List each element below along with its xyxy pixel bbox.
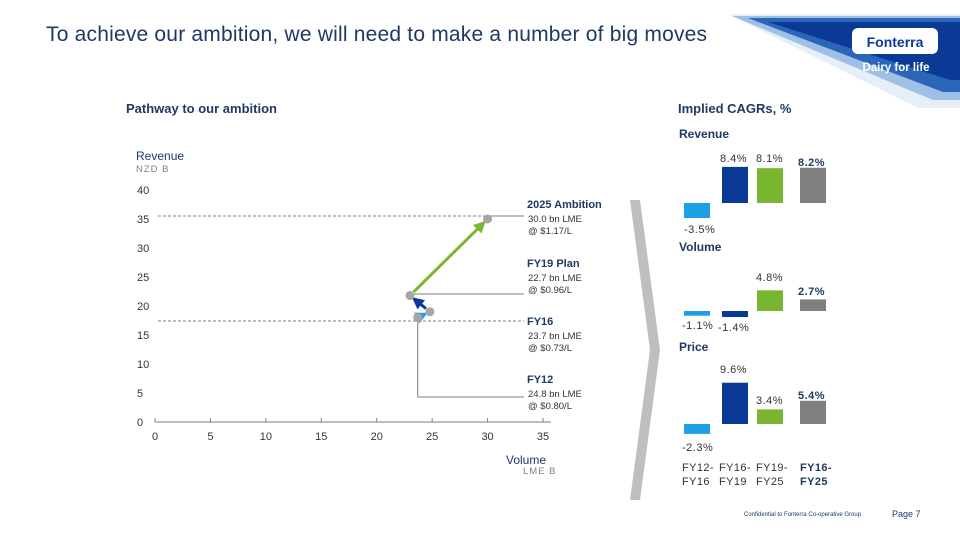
arrow-fy12-to-fy16	[414, 312, 428, 324]
logo-brand-text: Fonterra	[867, 34, 924, 50]
bar-volume-fy19-fy25	[757, 290, 783, 311]
x-tick-label: 35	[537, 431, 549, 443]
category-label-fy16-fy25: FY16-	[800, 462, 832, 474]
confidential-note: Confidential to Fonterra Co-operative Gr…	[744, 512, 862, 518]
bar-value-label-price: 5.4%	[798, 390, 825, 402]
y-tick-label: 15	[137, 330, 149, 342]
x-tick-label: 5	[207, 431, 213, 443]
point-note-fy12: 24.8 bn LME	[528, 389, 582, 400]
x-tick-label: 10	[260, 431, 272, 443]
panel-title-revenue: Revenue	[679, 127, 729, 141]
point-note-fy19-plan: @ $0.96/L	[528, 285, 572, 296]
point-label-fy19-plan: FY19 Plan	[527, 258, 580, 270]
bar-value-label-revenue: 8.2%	[798, 157, 825, 169]
y-tick-label: 30	[137, 243, 149, 255]
point-note-fy16: 23.7 bn LME	[528, 331, 582, 342]
panel-title-price: Price	[679, 340, 709, 354]
y-tick-label: 10	[137, 359, 149, 371]
y-tick-label: 20	[137, 301, 149, 313]
point-label-fy16: FY16	[527, 316, 553, 328]
category-label-fy19-fy25: FY19-	[756, 462, 788, 474]
bar-volume-fy12-fy16	[684, 311, 710, 316]
bar-value-label-price: 9.6%	[720, 364, 747, 376]
data-point-fy12	[413, 313, 423, 323]
y-tick-label: 25	[137, 272, 149, 284]
x-tick-label: 30	[481, 431, 493, 443]
y-axis-unit: NZD B	[136, 164, 170, 175]
guide-line-fy12	[417, 317, 524, 398]
point-label-2025-ambition: 2025 Ambition	[527, 199, 602, 211]
point-note-2025-ambition: 30.0 bn LME	[528, 214, 582, 225]
bar-value-label-revenue: -3.5%	[684, 224, 715, 236]
category-label-fy12-fy16: FY16	[682, 476, 710, 488]
logo-graphic: Fonterra Dairy for life	[728, 14, 960, 108]
data-point-fy19-plan	[405, 291, 415, 301]
left-section-title: Pathway to our ambition	[126, 101, 277, 116]
y-tick-label: 5	[137, 388, 143, 400]
data-point-2025-ambition	[483, 214, 493, 224]
bar-volume-fy16-fy19	[722, 311, 748, 318]
bar-revenue-fy16-fy19	[722, 166, 748, 203]
category-label-fy16-fy25: FY25	[800, 476, 828, 488]
bar-volume-fy16-fy25	[800, 299, 826, 311]
bar-revenue-fy16-fy25	[800, 167, 826, 203]
data-point-fy16	[425, 307, 435, 317]
right-section-title: Implied CAGRs, %	[678, 101, 792, 116]
bar-value-label-volume: -1.4%	[718, 322, 749, 334]
x-tick-label: 25	[426, 431, 438, 443]
bar-price-fy12-fy16	[684, 424, 710, 434]
bar-value-label-price: 3.4%	[756, 395, 783, 407]
category-label-fy16-fy19: FY19	[719, 476, 747, 488]
y-tick-label: 0	[137, 417, 143, 429]
bar-value-label-price: -2.3%	[682, 442, 713, 454]
x-tick-label: 20	[371, 431, 383, 443]
point-note-fy19-plan: 22.7 bn LME	[528, 273, 582, 284]
bar-price-fy16-fy19	[722, 382, 748, 424]
page-number: Page 7	[892, 509, 921, 519]
x-axis-title: Volume	[506, 453, 547, 467]
y-tick-label: 35	[137, 214, 149, 226]
bar-value-label-volume: 4.8%	[756, 272, 783, 284]
y-tick-label: 40	[137, 185, 149, 197]
bar-value-label-revenue: 8.1%	[756, 153, 783, 165]
y-axis-title: Revenue	[136, 149, 185, 163]
separator-chevron	[630, 200, 660, 500]
category-label-fy16-fy19: FY16-	[719, 462, 751, 474]
arrow-fy19-plan-to-2025-ambition	[412, 220, 486, 294]
point-note-fy16: @ $0.73/L	[528, 343, 572, 354]
bar-value-label-volume: -1.1%	[682, 320, 713, 332]
bar-value-label-volume: 2.7%	[798, 286, 825, 298]
x-tick-label: 0	[152, 431, 158, 443]
bar-revenue-fy12-fy16	[684, 203, 710, 219]
point-note-2025-ambition: @ $1.17/L	[528, 226, 572, 237]
page-title: To achieve our ambition, we will need to…	[46, 23, 708, 46]
bar-price-fy16-fy25	[800, 400, 826, 424]
category-label-fy19-fy25: FY25	[756, 476, 784, 488]
logo-tagline-text: Dairy for life	[862, 62, 929, 74]
panel-title-volume: Volume	[679, 240, 722, 254]
bar-revenue-fy19-fy25	[757, 168, 783, 203]
fonterra-logo: Fonterra Dairy for life	[728, 0, 960, 108]
bar-value-label-revenue: 8.4%	[720, 153, 747, 165]
x-tick-label: 15	[315, 431, 327, 443]
point-note-fy12: @ $0.80/L	[528, 401, 572, 412]
arrow-fy16-to-fy19-plan	[411, 297, 427, 310]
category-label-fy12-fy16: FY12-	[682, 462, 714, 474]
point-label-fy12: FY12	[527, 374, 553, 386]
x-axis-unit: LME B	[523, 466, 557, 477]
bar-price-fy19-fy25	[757, 409, 783, 424]
